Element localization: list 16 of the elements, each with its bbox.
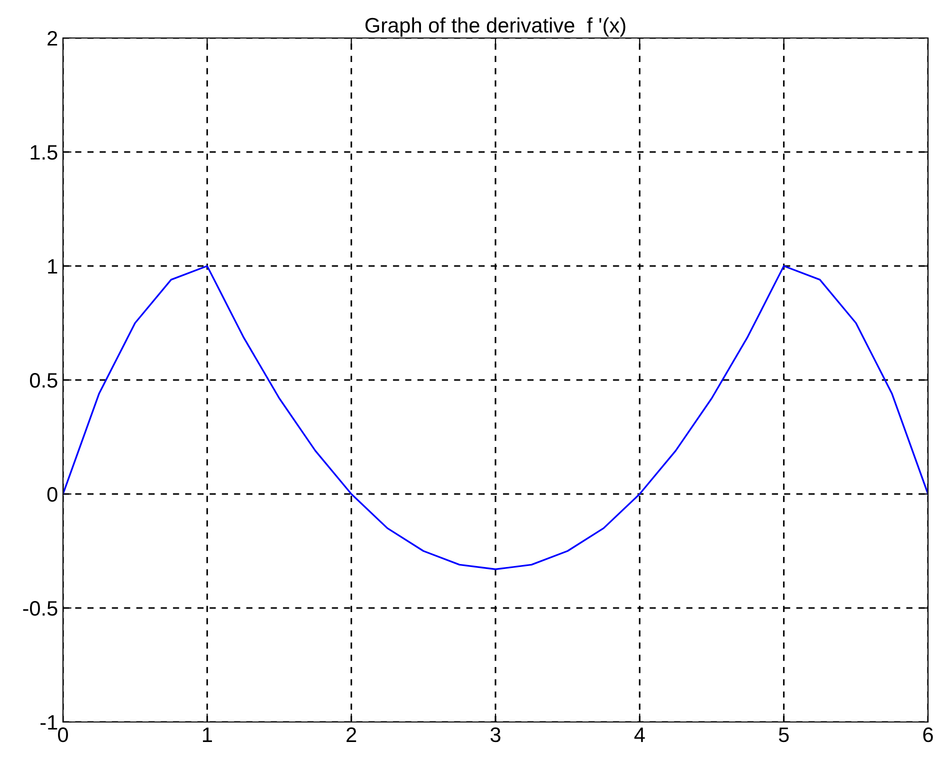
- line-series: [63, 265, 928, 570]
- y-tick-label: 2: [48, 31, 58, 46]
- y-tick-label: 1.5: [30, 145, 58, 160]
- x-tick-label: 2: [346, 727, 356, 742]
- x-tick-label: 5: [778, 728, 789, 742]
- x-tick-label: 3: [490, 727, 500, 742]
- chart-title: Graph of the derivative f '(x): [365, 17, 626, 37]
- x-tick-label: 1: [202, 728, 212, 742]
- x-tick-label: 6: [923, 727, 933, 742]
- x-tick-label: 4: [634, 728, 645, 742]
- x-tick-label: 0: [58, 727, 68, 742]
- y-tick-label: 1: [48, 259, 58, 274]
- y-tick-label: -1: [40, 715, 58, 730]
- y-tick-label: 0: [47, 487, 58, 502]
- y-tick-label: 0.5: [30, 373, 58, 388]
- y-tick-label: -0.5: [23, 601, 58, 616]
